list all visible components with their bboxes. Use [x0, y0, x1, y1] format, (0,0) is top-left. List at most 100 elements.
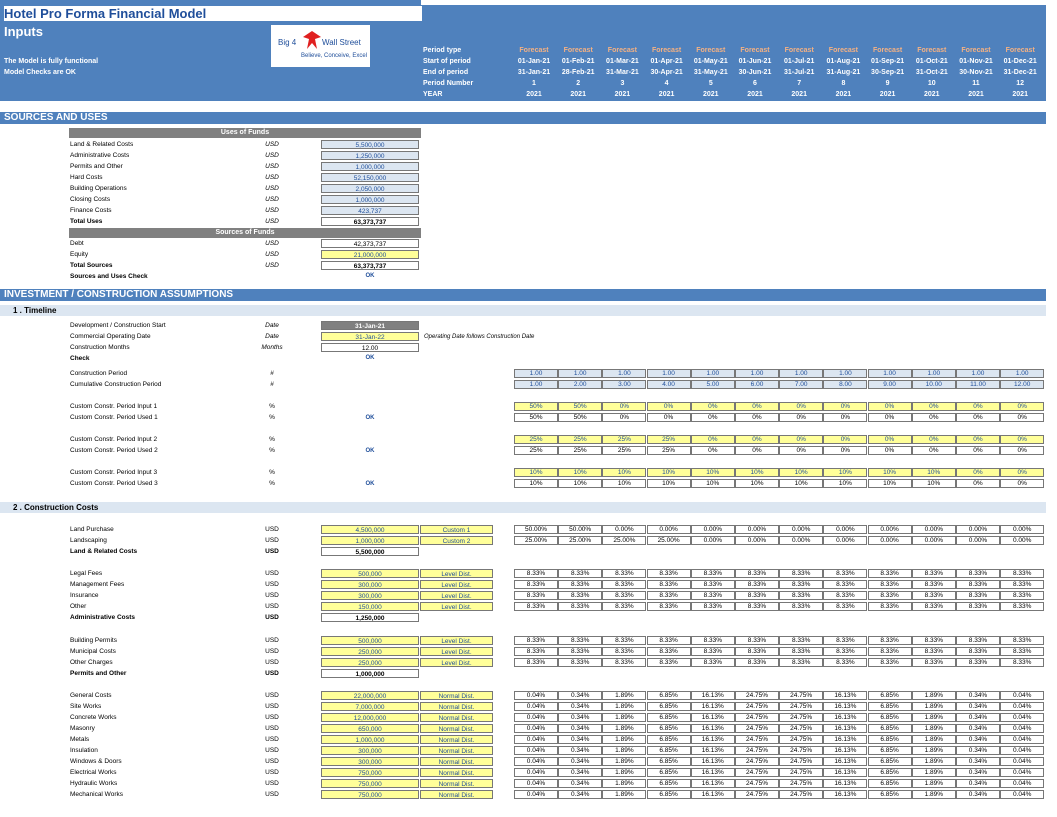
- custom-input-cell[interactable]: 0%: [823, 402, 868, 411]
- custom-input-cell[interactable]: 0%: [867, 402, 912, 411]
- custom-input-cell[interactable]: 0%: [1000, 435, 1045, 444]
- cost-distribution-select[interactable]: Normal Dist.: [420, 724, 493, 733]
- cost-row-value[interactable]: 300,000: [321, 580, 419, 589]
- uses-row-value[interactable]: 1,000,000: [321, 162, 419, 171]
- cost-distribution-pct-cell: 8.33%: [514, 647, 558, 656]
- custom-input-cell[interactable]: 10%: [779, 468, 824, 477]
- cost-distribution-select[interactable]: Custom 2: [420, 536, 493, 545]
- cost-distribution-select[interactable]: Normal Dist.: [420, 768, 493, 777]
- custom-input-cell[interactable]: 0%: [956, 402, 1000, 411]
- cost-row-value[interactable]: 1,000,000: [321, 536, 419, 545]
- cost-row-value[interactable]: 4,500,000: [321, 525, 419, 534]
- custom-input-cell[interactable]: 0%: [602, 402, 647, 411]
- cost-distribution-pct-cell: 16.13%: [690, 746, 735, 755]
- custom-input-cell[interactable]: 50%: [514, 402, 558, 411]
- custom-input-cell[interactable]: 25%: [514, 435, 558, 444]
- cost-row-value[interactable]: 300,000: [321, 591, 419, 600]
- cost-distribution-pct-cell: 24.75%: [735, 779, 779, 788]
- custom-input-cell[interactable]: 0%: [867, 435, 912, 444]
- cost-row-value[interactable]: 22,000,000: [321, 691, 419, 700]
- custom-input-cell[interactable]: 0%: [1000, 468, 1045, 477]
- cost-distribution-pct-cell: 16.13%: [823, 768, 868, 777]
- custom-input-cell[interactable]: 0%: [1000, 402, 1045, 411]
- custom-input-cell[interactable]: 0%: [823, 435, 868, 444]
- custom-input-cell[interactable]: 50%: [558, 402, 603, 411]
- cost-distribution-select[interactable]: Normal Dist.: [420, 691, 493, 700]
- cost-distribution-select[interactable]: Level Dist.: [420, 591, 493, 600]
- cost-row-unit: USD: [265, 780, 279, 787]
- cost-row-unit: USD: [265, 659, 279, 666]
- custom-input-cell[interactable]: 0%: [956, 468, 1000, 477]
- cost-row-value[interactable]: 750,000: [321, 779, 419, 788]
- custom-input-cell[interactable]: 10%: [558, 468, 603, 477]
- cost-distribution-select[interactable]: Normal Dist.: [420, 779, 493, 788]
- cost-distribution-select[interactable]: Level Dist.: [420, 636, 493, 645]
- cumulative-period-cell: 7.00: [779, 380, 824, 389]
- cost-distribution-select[interactable]: Normal Dist.: [420, 735, 493, 744]
- cost-distribution-select[interactable]: Normal Dist.: [420, 757, 493, 766]
- custom-input-cell[interactable]: 10%: [602, 468, 647, 477]
- cost-distribution-select[interactable]: Normal Dist.: [420, 702, 493, 711]
- custom-input-cell[interactable]: 25%: [646, 435, 691, 444]
- custom-input-cell[interactable]: 0%: [779, 435, 824, 444]
- cost-row-label: Windows & Doors: [70, 758, 122, 765]
- cost-row-value[interactable]: 750,000: [321, 768, 419, 777]
- uses-row-value[interactable]: 2,050,000: [321, 184, 419, 193]
- cost-row-value[interactable]: 7,000,000: [321, 702, 419, 711]
- uses-row-value[interactable]: 1,000,000: [321, 195, 419, 204]
- cost-row-value[interactable]: 750,000: [321, 790, 419, 799]
- uses-row-value[interactable]: 52,150,000: [321, 173, 419, 182]
- custom-input-cell[interactable]: 0%: [956, 435, 1000, 444]
- custom-used-cell: 0%: [956, 446, 1000, 455]
- cost-distribution-select[interactable]: Level Dist.: [420, 647, 493, 656]
- cost-row-value[interactable]: 300,000: [321, 746, 419, 755]
- custom-input-cell[interactable]: 10%: [823, 468, 868, 477]
- custom-input-cell[interactable]: 0%: [646, 402, 691, 411]
- uses-row-value[interactable]: 423,737: [321, 206, 419, 215]
- uses-row-value[interactable]: 5,500,000: [321, 140, 419, 149]
- cost-distribution-select[interactable]: Level Dist.: [420, 580, 493, 589]
- cost-distribution-select[interactable]: Normal Dist.: [420, 746, 493, 755]
- custom-input-cell[interactable]: 0%: [735, 402, 779, 411]
- custom-input-cell[interactable]: 10%: [867, 468, 912, 477]
- custom-input-cell[interactable]: 0%: [911, 402, 956, 411]
- custom-input-cell[interactable]: 10%: [646, 468, 691, 477]
- cost-distribution-select[interactable]: Normal Dist.: [420, 790, 493, 799]
- cost-distribution-select[interactable]: Level Dist.: [420, 658, 493, 667]
- cost-distribution-select[interactable]: Level Dist.: [420, 602, 493, 611]
- custom-input-cell[interactable]: 0%: [690, 402, 735, 411]
- custom-input-cell[interactable]: 0%: [690, 435, 735, 444]
- cost-row-value[interactable]: 250,000: [321, 647, 419, 656]
- custom-input-cell[interactable]: 10%: [690, 468, 735, 477]
- timeline-row-value[interactable]: 31-Jan-22: [321, 332, 419, 341]
- cost-row-value[interactable]: 250,000: [321, 658, 419, 667]
- cost-distribution-pct-cell: 6.85%: [646, 757, 691, 766]
- construction-period-cell: 1.00: [690, 369, 735, 378]
- uses-row-value[interactable]: 1,250,000: [321, 151, 419, 160]
- custom-input-cell[interactable]: 25%: [558, 435, 603, 444]
- cost-row-value[interactable]: 12,000,000: [321, 713, 419, 722]
- cost-row-value[interactable]: 300,000: [321, 757, 419, 766]
- timeline-row-value[interactable]: 31-Jan-21: [321, 321, 419, 330]
- cost-row-value[interactable]: 1,000,000: [321, 735, 419, 744]
- cost-distribution-select[interactable]: Level Dist.: [420, 569, 493, 578]
- cost-row-value[interactable]: 500,000: [321, 569, 419, 578]
- custom-input-cell[interactable]: 10%: [735, 468, 779, 477]
- custom-input-cell[interactable]: 25%: [602, 435, 647, 444]
- cost-distribution-pct-cell: 6.85%: [867, 724, 912, 733]
- cost-distribution-pct-cell: 25.00%: [602, 536, 647, 545]
- custom-input-cell[interactable]: 0%: [911, 435, 956, 444]
- cost-row-value[interactable]: 150,000: [321, 602, 419, 611]
- cost-distribution-select[interactable]: Custom 1: [420, 525, 493, 534]
- custom-input-cell[interactable]: 0%: [779, 402, 824, 411]
- custom-input-cell[interactable]: 10%: [911, 468, 956, 477]
- custom-input-cell[interactable]: 10%: [514, 468, 558, 477]
- period-num-cell: 1: [532, 80, 536, 87]
- cost-distribution-select[interactable]: Normal Dist.: [420, 713, 493, 722]
- cost-row-value[interactable]: 500,000: [321, 636, 419, 645]
- sources-row-value[interactable]: 21,000,000: [321, 250, 419, 259]
- cost-distribution-pct-cell: 8.33%: [779, 569, 824, 578]
- cost-row-value[interactable]: 650,000: [321, 724, 419, 733]
- custom-input-cell[interactable]: 0%: [735, 435, 779, 444]
- period-type-cell: Forecast: [873, 47, 903, 54]
